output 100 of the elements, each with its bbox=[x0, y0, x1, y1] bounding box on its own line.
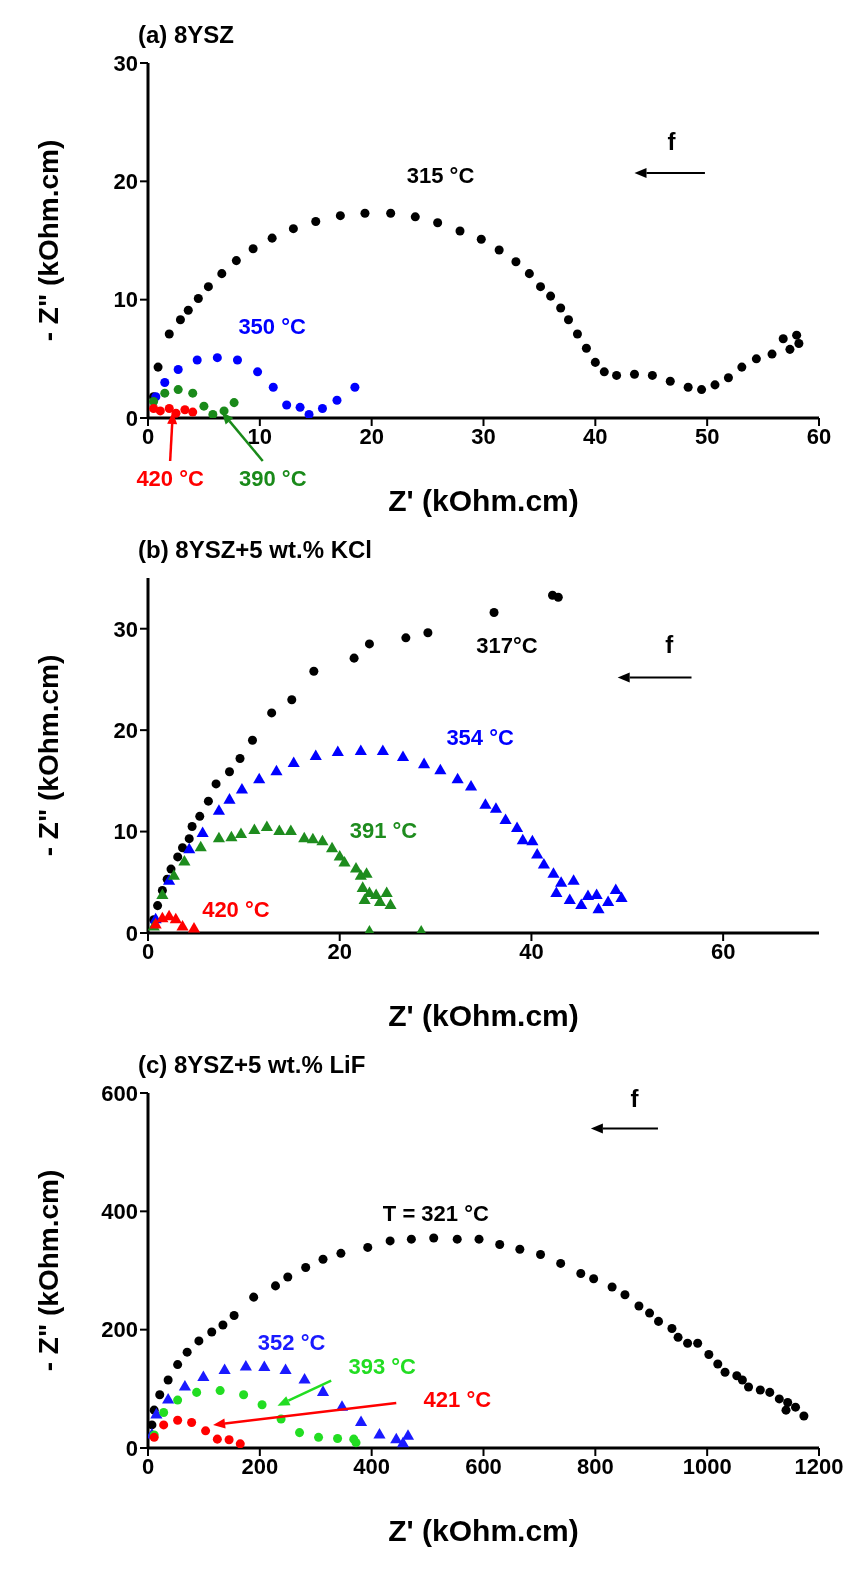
point bbox=[673, 1332, 683, 1342]
point bbox=[279, 1363, 292, 1374]
point bbox=[647, 370, 657, 380]
point bbox=[476, 234, 486, 244]
point bbox=[354, 744, 367, 755]
point bbox=[781, 1405, 791, 1415]
point bbox=[212, 804, 226, 815]
point bbox=[177, 843, 188, 853]
x-tick-label: 40 bbox=[519, 938, 544, 964]
point bbox=[433, 218, 443, 228]
point bbox=[667, 1323, 677, 1333]
point bbox=[268, 382, 278, 392]
point bbox=[282, 400, 292, 410]
point bbox=[581, 343, 591, 353]
x-tick-label: 0 bbox=[141, 1453, 155, 1479]
annotation: T = 321 °C bbox=[382, 1200, 489, 1226]
annotation: f bbox=[665, 630, 675, 658]
x-tick-label: 10 bbox=[247, 423, 273, 449]
point bbox=[515, 1244, 525, 1254]
point bbox=[175, 315, 185, 325]
point bbox=[164, 404, 174, 414]
point bbox=[697, 385, 707, 395]
x-tick-label: 50 bbox=[694, 423, 720, 449]
point bbox=[358, 893, 371, 905]
point bbox=[232, 355, 242, 365]
point bbox=[173, 385, 183, 395]
annotation: 317°C bbox=[476, 633, 538, 659]
point bbox=[163, 1375, 173, 1385]
y-tick-label: 600 bbox=[101, 1080, 138, 1106]
point bbox=[612, 370, 622, 380]
point bbox=[318, 1254, 328, 1264]
point bbox=[314, 1432, 324, 1442]
point bbox=[333, 1434, 343, 1444]
point bbox=[270, 764, 283, 776]
point bbox=[203, 282, 213, 292]
point bbox=[794, 338, 804, 348]
point bbox=[792, 330, 802, 340]
point bbox=[629, 369, 639, 379]
point bbox=[338, 856, 351, 867]
point bbox=[602, 895, 615, 907]
point bbox=[550, 886, 563, 897]
point bbox=[160, 377, 170, 388]
x-tick-label: 30 bbox=[471, 423, 496, 449]
x-tick-label: 1000 bbox=[682, 1453, 732, 1479]
point bbox=[197, 1370, 210, 1382]
text: 420 °C bbox=[136, 465, 204, 491]
point bbox=[531, 847, 544, 859]
point bbox=[516, 833, 529, 845]
point bbox=[287, 756, 300, 768]
point bbox=[215, 1386, 225, 1396]
point bbox=[495, 1239, 505, 1249]
point bbox=[547, 867, 560, 878]
point bbox=[778, 334, 788, 344]
point bbox=[194, 1336, 204, 1346]
point bbox=[537, 858, 550, 869]
point bbox=[239, 1359, 252, 1371]
point bbox=[316, 834, 329, 846]
point bbox=[373, 895, 387, 907]
point bbox=[429, 1233, 439, 1243]
point bbox=[187, 921, 201, 933]
point bbox=[767, 349, 777, 359]
y-tick-label: 30 bbox=[113, 50, 138, 76]
point bbox=[556, 1258, 566, 1268]
annotation: 352 °C bbox=[257, 1329, 326, 1355]
x-tick-label: 600 bbox=[465, 1453, 502, 1479]
x-axis-title: Z' (kOhm.cm) bbox=[388, 1514, 579, 1547]
point bbox=[273, 824, 286, 836]
point bbox=[229, 1310, 239, 1320]
point bbox=[235, 1439, 245, 1448]
x-tick-label: 200 bbox=[241, 1453, 279, 1479]
point bbox=[235, 782, 249, 794]
point bbox=[178, 1380, 191, 1391]
point bbox=[615, 891, 628, 903]
point bbox=[474, 1234, 484, 1244]
point bbox=[536, 1250, 546, 1260]
point bbox=[295, 1428, 305, 1438]
point bbox=[417, 757, 431, 769]
point bbox=[169, 912, 182, 924]
point bbox=[396, 1436, 410, 1448]
point bbox=[373, 1427, 386, 1439]
point bbox=[212, 831, 226, 843]
point bbox=[224, 767, 234, 777]
point bbox=[192, 355, 202, 365]
point bbox=[765, 1387, 775, 1397]
point bbox=[563, 893, 576, 905]
point bbox=[234, 827, 248, 839]
point bbox=[173, 1360, 183, 1370]
y-tick-label: 20 bbox=[113, 169, 138, 195]
y-axis-title: - Z" (kOhm.cm) bbox=[33, 1169, 64, 1372]
x-tick-label: 0 bbox=[141, 938, 155, 964]
point bbox=[199, 401, 209, 411]
point bbox=[212, 353, 222, 363]
point bbox=[332, 395, 342, 405]
y-tick-label: 0 bbox=[125, 1435, 138, 1461]
point bbox=[218, 1363, 231, 1374]
point bbox=[247, 735, 257, 745]
point bbox=[755, 1385, 765, 1395]
y-tick-label: 10 bbox=[113, 819, 138, 845]
point bbox=[195, 811, 205, 821]
point bbox=[455, 226, 465, 236]
